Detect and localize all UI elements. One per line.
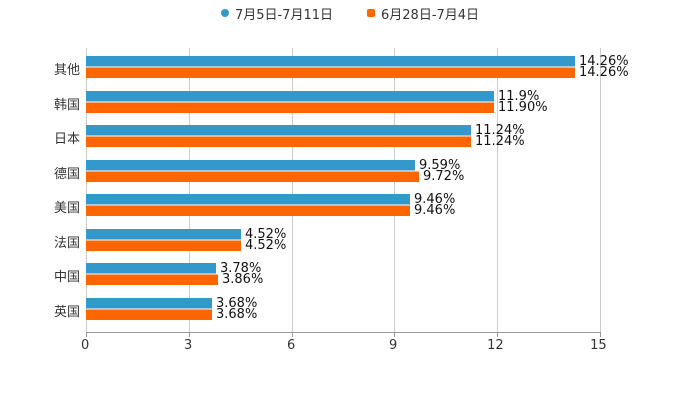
value-label: 14.26% (579, 54, 629, 69)
gridline (189, 48, 190, 332)
axis-tick-label: 15 (590, 338, 607, 353)
value-label: 11.9% (498, 89, 540, 104)
value-label: 4.52% (245, 227, 287, 242)
value-label: 11.24% (475, 123, 525, 138)
category-label: 法国 (53, 236, 80, 251)
axis-tick (497, 332, 498, 337)
bar[interactable] (86, 263, 216, 274)
bar[interactable] (86, 102, 494, 113)
axis-tick (394, 332, 395, 337)
axis-tick-label: 9 (389, 338, 398, 353)
bar[interactable] (86, 67, 575, 78)
value-label: 11.90% (498, 100, 548, 115)
value-label: 3.68% (216, 307, 258, 322)
bar[interactable] (86, 160, 415, 171)
value-label: 14.26% (579, 65, 629, 80)
bar[interactable] (86, 91, 494, 102)
bar[interactable] (86, 274, 218, 285)
axis-tick-label: 0 (81, 338, 90, 353)
bar[interactable] (86, 298, 212, 309)
axis-tick (292, 332, 293, 337)
axis-tick-label: 3 (184, 338, 193, 353)
category-label: 中国 (53, 270, 80, 285)
legend-label: 7月5日-7月11日 (234, 7, 333, 23)
bar[interactable] (86, 205, 410, 216)
axis-tick (86, 332, 87, 337)
bar[interactable] (86, 125, 471, 136)
category-label: 英国 (53, 305, 80, 320)
value-label: 3.78% (220, 261, 262, 276)
gridline (600, 48, 601, 332)
gridline (86, 48, 87, 332)
bar[interactable] (86, 56, 575, 67)
category-label: 其他 (53, 63, 80, 78)
bar[interactable] (86, 194, 410, 205)
chart-legend: 7月5日-7月11日 6月28日-7月4日 (0, 4, 700, 23)
value-label: 9.59% (419, 158, 461, 173)
axis-tick (600, 332, 601, 337)
bar[interactable] (86, 309, 212, 320)
circle-marker-icon (220, 9, 229, 17)
gridline (292, 48, 293, 332)
category-label: 德国 (53, 167, 80, 182)
category-label: 美国 (53, 201, 80, 216)
axis-tick-label: 6 (287, 338, 296, 353)
value-label: 3.68% (216, 296, 258, 311)
bar[interactable] (86, 240, 241, 251)
gridline (394, 48, 395, 332)
legend-item-series-2[interactable]: 6月28日-7月4日 (367, 4, 480, 23)
square-marker-icon (367, 9, 375, 17)
legend-item-series-1[interactable]: 7月5日-7月11日 (220, 4, 333, 23)
value-label: 9.46% (414, 203, 456, 218)
value-label: 9.46% (414, 192, 456, 207)
bar[interactable] (86, 229, 241, 240)
value-label: 11.24% (475, 134, 525, 149)
bar[interactable] (86, 136, 471, 147)
value-label: 9.72% (423, 169, 465, 184)
legend-label: 6月28日-7月4日 (381, 7, 480, 23)
gridline (497, 48, 498, 332)
axis-tick-label: 12 (487, 338, 504, 353)
value-label: 3.86% (222, 272, 264, 287)
category-label: 韩国 (53, 98, 80, 113)
category-label: 日本 (53, 132, 80, 147)
axis-tick (189, 332, 190, 337)
x-axis-line (86, 332, 600, 333)
bar[interactable] (86, 171, 419, 182)
value-label: 4.52% (245, 238, 287, 253)
